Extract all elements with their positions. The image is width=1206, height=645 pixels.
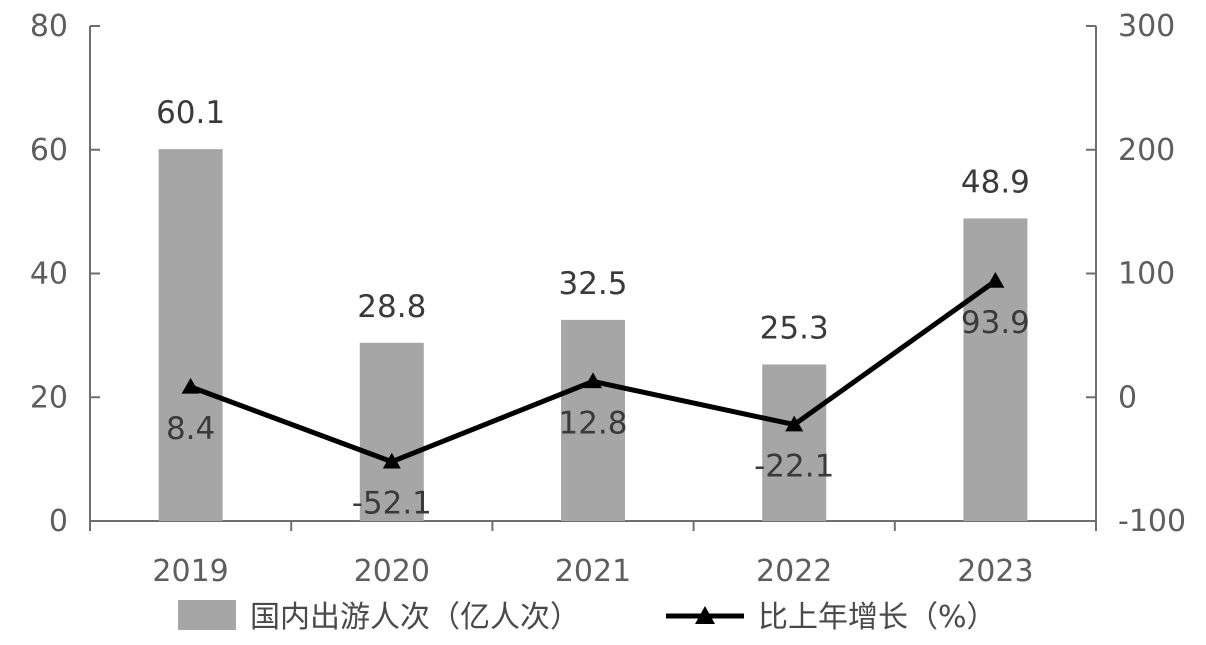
y-left-tick-label: 80 [30,9,68,44]
bar [158,149,223,521]
growth-value-label: -22.1 [754,449,834,485]
y-left-tick-label: 0 [49,504,68,539]
x-tick-label: 2021 [555,554,631,589]
legend-line-label: 比上年增长（%） [758,600,997,635]
y-right-tick-label: 100 [1118,257,1175,292]
x-tick-label: 2022 [756,554,832,589]
x-tick-label: 2020 [354,554,430,589]
y-right-tick-label: 300 [1118,9,1175,44]
growth-point [181,377,200,394]
growth-point [382,452,401,469]
y-right-tick-label: 0 [1118,380,1137,415]
y-right-tick-label: 200 [1118,133,1175,168]
x-tick-label: 2019 [152,554,228,589]
growth-value-label: 93.9 [961,305,1030,341]
bar-value-label: 60.1 [156,95,225,131]
y-left-tick-label: 40 [30,257,68,292]
legend: 国内出游人次（亿人次） 比上年增长（%） [178,600,997,635]
legend-bar-label: 国内出游人次（亿人次） [250,600,580,635]
y-left-tick-label: 60 [30,133,68,168]
bar-value-label: 28.8 [357,289,426,325]
bar [561,319,625,521]
growth-point [986,272,1005,288]
y-right-tick-label: -100 [1118,504,1186,539]
growth-value-label: 8.4 [166,411,215,447]
y-left-tick-label: 20 [30,380,68,415]
bar [762,364,827,521]
bar [359,342,424,521]
growth-value-label: 12.8 [558,405,627,441]
growth-value-label: -52.1 [352,486,432,522]
bar-value-label: 48.9 [961,164,1030,200]
growth-point [584,372,602,389]
data-labels: 60.1 28.8 32.5 25.3 48.9 8.4 -52.1 12.8 -22.1 93.… [156,95,1030,522]
axes: 0 20 40 60 80 -100 0 100 200 300 2019 2020 2021 2022 2… [30,9,1186,589]
bar-value-label: 32.5 [558,266,627,302]
growth-point [785,415,804,432]
bars [158,149,1028,521]
legend-bar-swatch [178,600,236,630]
x-tick-label: 2023 [957,554,1033,589]
bar [963,218,1028,521]
legend-line-marker [695,606,715,624]
bar-value-label: 25.3 [760,310,829,346]
growth-line-layer [181,272,1005,469]
